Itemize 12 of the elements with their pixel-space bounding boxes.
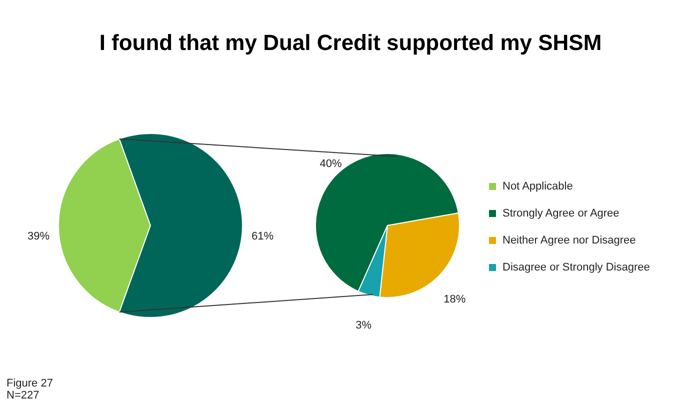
legend-label: Not Applicable — [502, 180, 573, 192]
caption: Figure 27 — [6, 378, 53, 390]
data-label: 40% — [320, 158, 342, 170]
legend-label: Neither Agree nor Disagree — [502, 234, 636, 246]
data-label: 3% — [356, 319, 372, 332]
data-label: 18% — [444, 293, 466, 306]
legend-label: Strongly Agree or Agree — [502, 208, 620, 220]
data-label: 61% — [251, 230, 274, 242]
chart-title: I found that my Dual Credit supported my SHSM — [99, 30, 602, 55]
data-label: 39% — [27, 230, 50, 242]
legend-label: Disagree or Strongly Disagree — [502, 262, 650, 274]
text: N=227 — [6, 390, 40, 402]
